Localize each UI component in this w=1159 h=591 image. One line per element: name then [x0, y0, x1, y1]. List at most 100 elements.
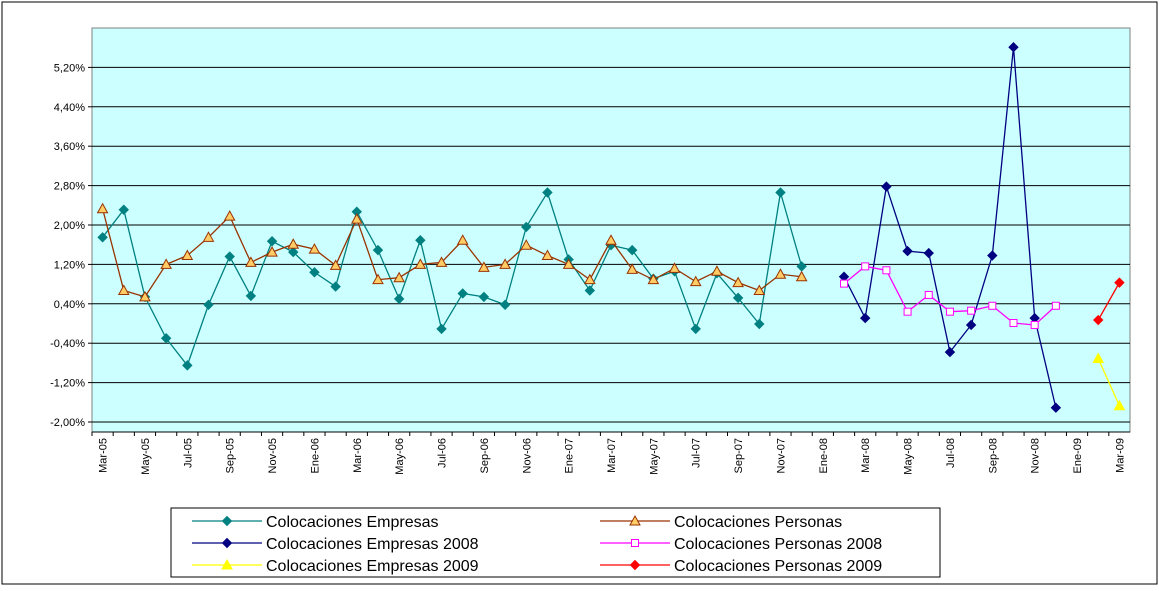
data-point: [372, 273, 384, 285]
data-point: [690, 323, 701, 335]
x-tick-label: Sep-05: [225, 438, 237, 473]
y-tick-label: 0,40%: [54, 299, 85, 311]
x-tick-label: Jul-08: [945, 438, 957, 468]
x-tick-label: Mar-09: [1114, 438, 1126, 473]
data-point: [436, 323, 447, 335]
data-point: [393, 293, 405, 305]
x-tick-label: Ene-06: [309, 438, 321, 473]
legend-label: Colocaciones Personas: [674, 514, 842, 531]
data-point: [1050, 402, 1062, 413]
x-tick-label: May-05: [140, 438, 152, 475]
series-line: [102, 190, 803, 367]
data-point: [754, 318, 765, 330]
data-point: [988, 301, 997, 310]
y-tick-label: 4,40%: [54, 102, 85, 114]
y-tick-label: 5,20%: [54, 62, 85, 74]
data-point: [182, 360, 193, 371]
data-point: [541, 249, 554, 261]
data-point: [711, 265, 723, 276]
y-tick-label: -0,40%: [50, 338, 85, 350]
x-tick-label: Mar-07: [606, 438, 618, 473]
data-point: [944, 346, 956, 358]
data-point: [1093, 314, 1104, 326]
data-point: [308, 243, 321, 254]
data-point: [372, 244, 384, 256]
legend-marker: [629, 514, 641, 526]
data-point: [1051, 301, 1060, 310]
data-point: [181, 249, 194, 261]
data-point: [520, 239, 533, 250]
x-tick-label: Nov-07: [775, 438, 787, 473]
data-point: [160, 258, 172, 269]
data-point: [626, 263, 639, 274]
data-point: [309, 267, 320, 278]
data-point: [881, 181, 892, 192]
data-point: [1030, 320, 1039, 329]
data-point: [288, 246, 299, 258]
x-tick-label: Ene-09: [1072, 438, 1084, 473]
data-point: [350, 213, 363, 224]
data-point: [224, 251, 235, 262]
data-point: [414, 258, 427, 269]
data-point: [647, 273, 660, 285]
data-point: [118, 204, 129, 215]
data-point: [542, 187, 553, 198]
data-point: [499, 258, 511, 269]
data-point: [1114, 277, 1125, 288]
x-tick-label: Ene-08: [818, 438, 830, 473]
data-point: [753, 284, 766, 296]
data-point: [1092, 352, 1105, 363]
data-point: [840, 279, 849, 288]
legend: [170, 507, 941, 578]
x-tick-label: May-06: [394, 438, 406, 475]
data-point: [245, 256, 257, 267]
legend-label: Colocaciones Empresas 2008: [266, 536, 479, 553]
x-tick-label: Jul-07: [691, 438, 703, 468]
data-point: [795, 270, 808, 282]
data-point: [902, 245, 913, 257]
x-tick-label: Ene-07: [564, 438, 576, 473]
data-point: [967, 306, 976, 315]
x-tick-label: Sep-06: [479, 438, 491, 473]
data-point: [584, 285, 596, 296]
x-tick-label: Mar-06: [352, 438, 364, 473]
data-point: [223, 210, 236, 221]
x-tick-label: May-07: [648, 438, 660, 475]
y-tick-label: 3,60%: [54, 141, 85, 153]
data-point: [1009, 319, 1018, 328]
data-point: [97, 232, 108, 243]
data-point: [478, 261, 490, 272]
x-tick-label: Sep-08: [987, 438, 999, 473]
x-tick-label: Nov-05: [267, 438, 279, 473]
data-point: [266, 236, 278, 247]
data-point: [903, 307, 912, 316]
data-point: [605, 234, 617, 245]
x-tick-label: May-08: [903, 438, 915, 475]
data-point: [393, 271, 406, 283]
data-point: [732, 292, 744, 304]
x-tick-label: Jul-05: [182, 438, 194, 468]
data-point: [456, 234, 469, 245]
data-point: [499, 299, 511, 310]
data-point: [266, 246, 278, 257]
x-tick-label: Sep-07: [733, 438, 745, 473]
data-point: [689, 275, 702, 287]
y-tick-label: 2,00%: [54, 220, 85, 232]
legend-marker: [221, 558, 233, 570]
data-point: [668, 262, 681, 273]
series-line: [1097, 358, 1121, 407]
data-point: [478, 291, 490, 303]
data-point: [861, 262, 870, 271]
y-tick-label: -1,20%: [50, 378, 85, 390]
legend-marker: [221, 537, 233, 549]
data-point: [330, 281, 341, 292]
data-point: [203, 299, 214, 310]
data-point: [626, 244, 638, 256]
legend-marker: [631, 539, 639, 547]
legend-label: Colocaciones Empresas 2009: [266, 558, 479, 575]
x-tick-label: Nov-08: [1030, 438, 1042, 473]
data-point: [96, 202, 109, 214]
data-point: [923, 247, 934, 259]
y-tick-label: 1,20%: [54, 259, 85, 271]
